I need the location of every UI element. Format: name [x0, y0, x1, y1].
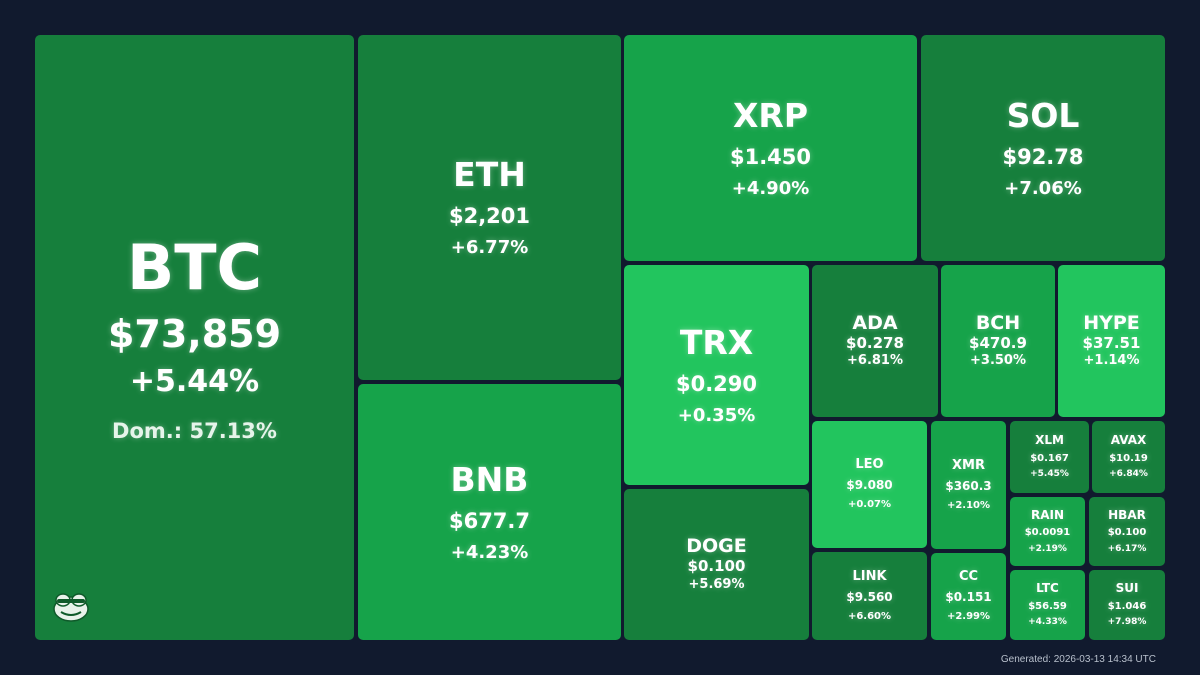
- sui-change: +7.98%: [1107, 617, 1147, 628]
- leo-change: +0.07%: [847, 499, 892, 511]
- cc-change: +2.99%: [946, 611, 991, 623]
- tile-hbar[interactable]: HBAR $0.100 +6.17%: [1089, 497, 1165, 566]
- ltc-price: $56.59: [1028, 600, 1067, 612]
- leo-symbol: LEO: [855, 457, 884, 473]
- sol-symbol: SOL: [1006, 95, 1080, 135]
- hbar-change: +6.17%: [1107, 543, 1147, 554]
- btc-dominance: Dom.: 57.13%: [112, 419, 277, 444]
- avax-price: $10.19: [1109, 452, 1148, 464]
- xlm-price: $0.167: [1030, 452, 1069, 464]
- hype-symbol: HYPE: [1083, 311, 1140, 334]
- cc-price: $0.151: [945, 590, 992, 605]
- tile-avax[interactable]: AVAX $10.19 +6.84%: [1092, 421, 1165, 493]
- tile-leo[interactable]: LEO $9.080 +0.07%: [812, 421, 927, 548]
- xlm-symbol: XLM: [1035, 433, 1064, 448]
- tile-bch[interactable]: BCH $470.9 +3.50%: [941, 265, 1055, 417]
- trx-price: $0.290: [675, 371, 758, 396]
- avax-symbol: AVAX: [1110, 433, 1147, 448]
- trx-change: +0.35%: [677, 404, 756, 426]
- bnb-change: +4.23%: [450, 541, 529, 563]
- leo-price: $9.080: [846, 478, 893, 493]
- tile-bnb[interactable]: BNB $677.7 +4.23%: [358, 384, 621, 640]
- sui-price: $1.046: [1107, 600, 1147, 612]
- tile-btc[interactable]: BTC $73,859 +5.44% Dom.: 57.13%: [35, 35, 354, 640]
- ltc-symbol: LTC: [1036, 581, 1059, 596]
- hype-change: +1.14%: [1083, 353, 1140, 369]
- ada-symbol: ADA: [852, 311, 898, 334]
- bch-price: $470.9: [969, 333, 1027, 352]
- bch-change: +3.50%: [970, 353, 1026, 369]
- xlm-change: +5.45%: [1030, 469, 1069, 480]
- bch-symbol: BCH: [975, 311, 1021, 334]
- generated-timestamp: Generated: 2026-03-13 14:34 UTC: [1000, 654, 1156, 665]
- hbar-price: $0.100: [1107, 527, 1147, 539]
- tile-xrp[interactable]: XRP $1.450 +4.90%: [624, 35, 917, 261]
- rain-change: +2.19%: [1028, 543, 1067, 554]
- tile-link[interactable]: LINK $9.560 +6.60%: [812, 552, 927, 640]
- xmr-change: +2.10%: [946, 499, 991, 511]
- doge-symbol: DOGE: [686, 535, 747, 558]
- xrp-symbol: XRP: [732, 95, 809, 135]
- link-change: +6.60%: [847, 610, 892, 622]
- xrp-change: +4.90%: [731, 177, 810, 199]
- ada-change: +6.81%: [847, 353, 903, 369]
- link-price: $9.560: [846, 589, 893, 604]
- xmr-symbol: XMR: [952, 457, 985, 473]
- link-symbol: LINK: [852, 568, 887, 584]
- tile-sol[interactable]: SOL $92.78 +7.06%: [921, 35, 1165, 261]
- bnb-symbol: BNB: [450, 459, 529, 499]
- tile-xmr[interactable]: XMR $360.3 +2.10%: [931, 421, 1006, 549]
- eth-symbol: ETH: [453, 155, 526, 195]
- rain-price: $0.0091: [1024, 527, 1071, 539]
- tile-eth[interactable]: ETH $2,201 +6.77%: [358, 35, 621, 380]
- sol-change: +7.06%: [1004, 177, 1082, 199]
- eth-price: $2,201: [448, 204, 531, 229]
- btc-change: +5.44%: [129, 363, 260, 399]
- doge-price: $0.100: [687, 557, 746, 576]
- trx-symbol: TRX: [679, 322, 754, 362]
- tile-sui[interactable]: SUI $1.046 +7.98%: [1089, 570, 1165, 640]
- xrp-price: $1.450: [729, 144, 812, 169]
- cc-symbol: CC: [958, 569, 979, 585]
- sui-symbol: SUI: [1115, 581, 1139, 596]
- tile-cc[interactable]: CC $0.151 +2.99%: [931, 553, 1006, 640]
- xmr-price: $360.3: [945, 478, 992, 493]
- hype-price: $37.51: [1082, 333, 1141, 352]
- eth-change: +6.77%: [450, 237, 529, 259]
- ltc-change: +4.33%: [1028, 617, 1067, 628]
- tile-xlm[interactable]: XLM $0.167 +5.45%: [1010, 421, 1089, 493]
- tile-doge[interactable]: DOGE $0.100 +5.69%: [624, 489, 809, 640]
- tile-trx[interactable]: TRX $0.290 +0.35%: [624, 265, 809, 485]
- ada-price: $0.278: [846, 333, 904, 352]
- frog-face-icon: [53, 593, 89, 622]
- sol-price: $92.78: [1002, 144, 1084, 169]
- tile-ada[interactable]: ADA $0.278 +6.81%: [812, 265, 938, 417]
- tile-rain[interactable]: RAIN $0.0091 +2.19%: [1010, 497, 1085, 566]
- btc-price: $73,859: [107, 311, 282, 356]
- btc-symbol: BTC: [126, 230, 263, 304]
- rain-symbol: RAIN: [1030, 507, 1065, 522]
- tile-ltc[interactable]: LTC $56.59 +4.33%: [1010, 570, 1085, 640]
- avax-change: +6.84%: [1109, 469, 1148, 480]
- tile-hype[interactable]: HYPE $37.51 +1.14%: [1058, 265, 1165, 417]
- hbar-symbol: HBAR: [1108, 507, 1146, 522]
- bnb-price: $677.7: [448, 508, 531, 533]
- doge-change: +5.69%: [688, 576, 745, 592]
